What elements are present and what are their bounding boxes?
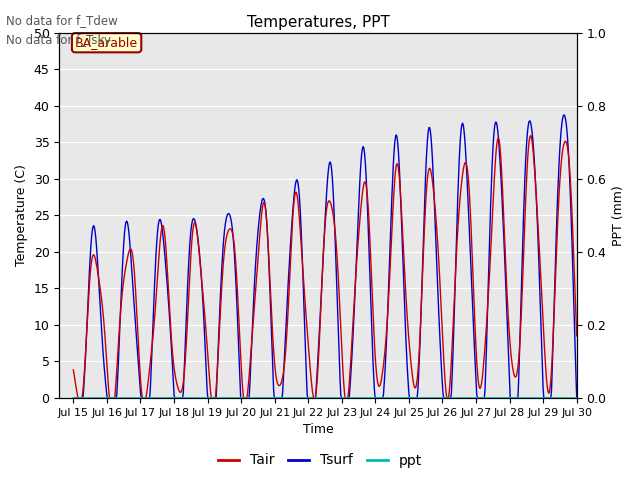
Y-axis label: Temperature (C): Temperature (C) xyxy=(15,164,28,266)
Legend: Tair, Tsurf, ppt: Tair, Tsurf, ppt xyxy=(212,448,428,473)
Text: BA_arable: BA_arable xyxy=(75,36,138,49)
Title: Temperatures, PPT: Temperatures, PPT xyxy=(246,15,389,30)
Text: No data for f_Tdew: No data for f_Tdew xyxy=(6,14,118,27)
X-axis label: Time: Time xyxy=(303,423,333,436)
Y-axis label: PPT (mm): PPT (mm) xyxy=(612,185,625,246)
Text: No data for f_Tsky: No data for f_Tsky xyxy=(6,34,111,47)
